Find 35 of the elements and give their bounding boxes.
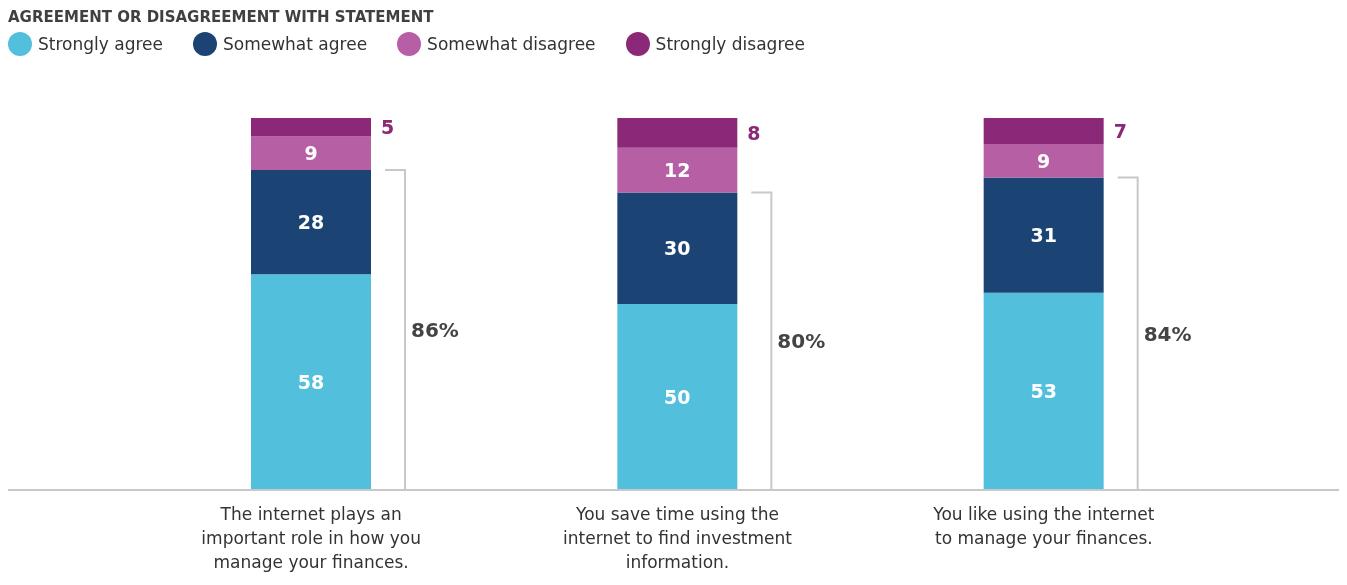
data-label: 9 xyxy=(1037,149,1051,172)
bar xyxy=(983,118,1104,145)
data-label: 58 xyxy=(297,370,325,393)
x-tick-label: You like using the internet to manage your finances. xyxy=(932,504,1155,548)
bar xyxy=(617,147,738,193)
data-label: 12 xyxy=(664,158,691,181)
data-label: 30 xyxy=(664,236,691,259)
annotation: 86% xyxy=(411,318,459,343)
data-label: 28 xyxy=(297,210,325,233)
legend-label: Strongly agree xyxy=(38,34,163,54)
bar xyxy=(617,304,738,490)
x-tick-label: The internet plays an important role in how you manage your finances. xyxy=(201,504,421,572)
bar xyxy=(251,170,371,275)
bar xyxy=(983,177,1104,293)
data-label: 31 xyxy=(1030,223,1057,246)
data-label: 7 xyxy=(1113,119,1127,142)
annotation: 84% xyxy=(1143,321,1192,346)
bar xyxy=(251,136,371,171)
legend-label: Somewhat agree xyxy=(222,34,368,54)
annotation: 80% xyxy=(777,329,826,354)
bar xyxy=(617,192,738,304)
bar xyxy=(983,144,1104,178)
bar xyxy=(983,292,1104,490)
bar xyxy=(617,118,738,148)
legend-label: Strongly disagree xyxy=(655,34,805,54)
bar xyxy=(251,118,371,137)
x-tick-label: You save time using the internet to find investment information. xyxy=(563,504,793,572)
data-label: 8 xyxy=(747,121,761,144)
bar xyxy=(251,274,371,490)
data-label: 5 xyxy=(381,116,395,139)
data-label: 50 xyxy=(664,385,691,408)
legend-title: AGREEMENT OR DISAGREEMENT WITH STATEMENT xyxy=(8,8,435,26)
legend-label: Somewhat disagree xyxy=(427,34,596,54)
data-label: 9 xyxy=(304,142,318,165)
data-label: 53 xyxy=(1030,380,1057,403)
